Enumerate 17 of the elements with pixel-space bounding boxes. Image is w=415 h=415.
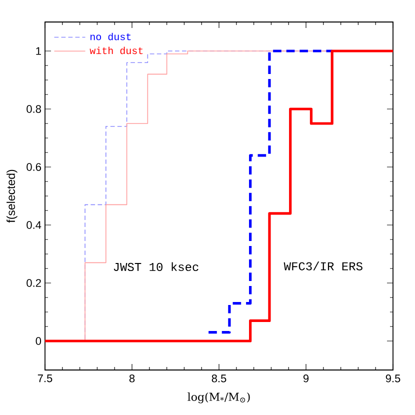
x-tick-label: 8.5 [212, 374, 226, 382]
y-axis-title: f(selected) [6, 170, 18, 223]
y-tick-label: 0.8 [26, 105, 42, 113]
y-tick-label: 1 [36, 47, 41, 55]
y-tick-label: 0.6 [26, 163, 42, 171]
y-tick-label: 0.4 [26, 221, 42, 229]
annotation: JWST 10 ksec [114, 262, 198, 272]
x-tick-label: 7.5 [38, 374, 52, 382]
x-tick-label: 9.5 [386, 374, 400, 382]
x-tick-label: 8 [129, 374, 135, 382]
legend-label: with dust [90, 46, 143, 54]
legend-label: no dust [90, 32, 131, 40]
y-tick-label: 0 [36, 337, 42, 345]
x-tick-label: 9 [303, 374, 309, 382]
x-axis-title: log(M$_{*}$/M$_{⊙}$) [188, 392, 250, 404]
annotation: WFC3/IR ERS [284, 262, 362, 270]
y-tick-label: 0.2 [26, 279, 41, 287]
